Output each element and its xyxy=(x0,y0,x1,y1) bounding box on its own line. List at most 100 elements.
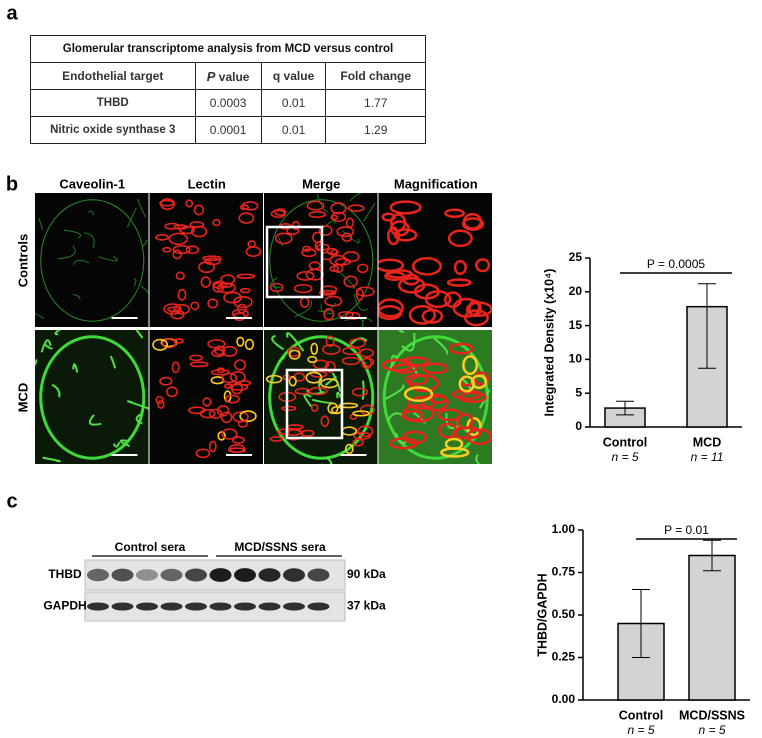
micrograph-content xyxy=(149,330,263,464)
red-signal xyxy=(341,232,353,243)
red-signal xyxy=(189,361,209,368)
green-signal xyxy=(72,363,79,373)
red-signal xyxy=(288,376,297,387)
red-signal xyxy=(336,226,355,238)
red-signal xyxy=(199,408,216,419)
red-signal xyxy=(212,280,227,290)
green-signal xyxy=(325,456,333,464)
micrograph xyxy=(378,330,492,464)
red-signal xyxy=(161,338,177,349)
red-signal xyxy=(296,270,315,281)
green-signal xyxy=(51,383,61,398)
micrograph-bg xyxy=(264,330,378,464)
red-signal xyxy=(160,198,175,211)
outline xyxy=(382,335,489,460)
table-cell: Nitric oxide synthase 3 xyxy=(30,116,196,144)
y-tick-label: 15 xyxy=(569,318,583,332)
red-signal xyxy=(325,360,336,373)
red-signal xyxy=(269,436,284,442)
outline xyxy=(40,199,145,322)
red-signal xyxy=(238,212,255,224)
red-signal xyxy=(157,399,165,409)
row-label: MCD xyxy=(15,383,30,413)
blot-band xyxy=(136,602,158,611)
red-signal xyxy=(310,370,328,378)
y-tick-label: 0 xyxy=(575,419,582,433)
red-signal xyxy=(171,361,180,374)
red-signal xyxy=(411,256,442,276)
panel-letter: a xyxy=(6,2,18,24)
micrograph xyxy=(149,330,263,464)
red-signal xyxy=(236,336,245,347)
p-value: P = 0.01 xyxy=(664,523,709,537)
panel-letter: c xyxy=(6,490,17,512)
red-signal xyxy=(391,363,418,374)
red-signal xyxy=(223,291,242,304)
red-signal xyxy=(444,208,465,218)
red-signal xyxy=(310,342,319,355)
y-tick-label: 20 xyxy=(569,284,583,298)
micrograph-content xyxy=(149,193,263,327)
size-label: 90 kDa xyxy=(347,567,386,581)
transcriptome-table: Glomerular transcriptome analysis from M… xyxy=(30,35,426,144)
red-signal xyxy=(274,232,293,245)
red-signal xyxy=(452,426,482,440)
red-signal xyxy=(306,200,325,211)
micrograph xyxy=(35,330,149,464)
red-signal xyxy=(173,303,191,315)
red-signal xyxy=(323,308,335,321)
blot-band xyxy=(111,568,134,582)
red-signal xyxy=(458,391,487,404)
table-cell: 1.29 xyxy=(325,116,426,144)
red-signal xyxy=(185,245,200,255)
red-signal xyxy=(403,386,434,403)
red-signal xyxy=(475,258,491,273)
red-signal xyxy=(393,228,418,242)
green-signal xyxy=(44,343,54,350)
micrograph xyxy=(149,193,263,327)
x-tick-label: MCD xyxy=(693,435,721,449)
red-signal xyxy=(351,387,369,397)
green-signal xyxy=(361,317,373,327)
band-label: THBD xyxy=(48,567,82,581)
red-signal xyxy=(274,208,287,216)
column-header: Merge xyxy=(302,176,340,191)
red-signal xyxy=(343,275,359,288)
table-header: q value xyxy=(260,62,327,90)
green-signal xyxy=(40,339,52,353)
n-label: n = 11 xyxy=(691,450,724,464)
green-signal xyxy=(42,456,61,463)
red-signal xyxy=(163,303,182,315)
red-signal xyxy=(349,338,366,349)
red-signal xyxy=(247,240,256,248)
red-signal xyxy=(179,225,195,235)
green-signal xyxy=(88,210,95,216)
micrograph xyxy=(264,193,378,327)
red-signal xyxy=(437,408,463,422)
green-signal xyxy=(133,278,137,287)
red-signal xyxy=(307,355,318,364)
red-signal xyxy=(352,438,364,447)
red-signal xyxy=(166,386,178,398)
green-signal xyxy=(35,359,38,366)
y-tick-label: 0.00 xyxy=(552,692,576,706)
green-signal xyxy=(278,356,286,363)
red-signal xyxy=(378,298,404,318)
red-signal xyxy=(344,443,354,455)
red-signal xyxy=(448,342,474,355)
green-signal xyxy=(336,269,356,289)
green-signal xyxy=(395,432,407,444)
red-signal xyxy=(446,278,472,287)
red-signal xyxy=(190,301,200,311)
green-signal xyxy=(35,313,45,320)
red-signal xyxy=(234,359,246,371)
green-signal xyxy=(271,335,284,351)
red-signal xyxy=(318,289,337,296)
red-signal xyxy=(461,217,485,231)
red-signal xyxy=(195,448,211,459)
micrograph-content xyxy=(378,330,492,464)
n-label: n = 5 xyxy=(611,450,638,464)
y-tick-label: 0.25 xyxy=(552,650,576,664)
red-signal xyxy=(211,348,225,358)
